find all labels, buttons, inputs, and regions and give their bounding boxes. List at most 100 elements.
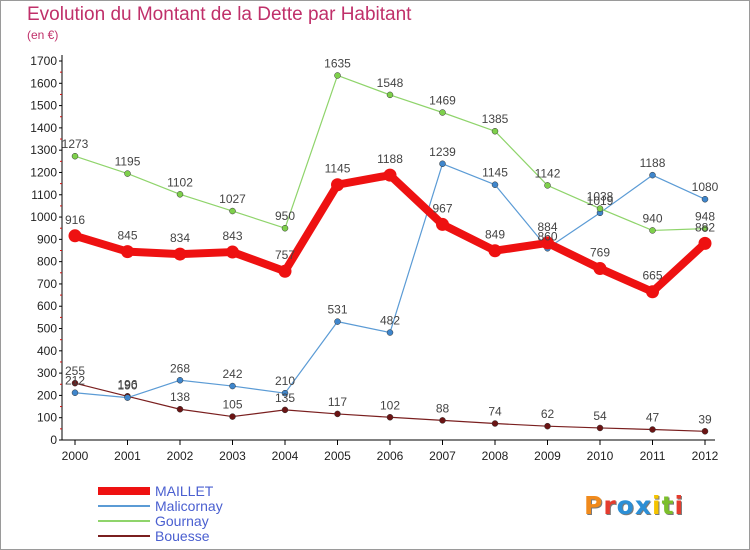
legend-item-maillet: MAILLET (98, 484, 298, 499)
series-point-gournay (701, 225, 709, 232)
series-point-maillet (383, 168, 397, 182)
legend-label-gournay: Gournay (155, 513, 209, 529)
data-label-bouesse: 105 (222, 398, 242, 412)
series-point-maillet (593, 262, 607, 276)
series-point-malicornay (229, 382, 236, 390)
y-tick-label-1500: 1500 (30, 99, 57, 113)
data-label-maillet: 757 (275, 248, 295, 262)
data-label-malicornay: 482 (380, 314, 400, 328)
series-point-maillet (173, 247, 187, 261)
data-label-malicornay: 268 (170, 361, 190, 375)
series-point-bouesse (281, 406, 289, 414)
chart-unit-label: (en €) (27, 28, 59, 42)
legend-label-maillet: MAILLET (155, 483, 214, 499)
data-label-maillet: 884 (537, 220, 557, 234)
data-label-maillet: 665 (642, 269, 662, 283)
y-tick-label-400: 400 (37, 344, 57, 358)
y-tick-label-300: 300 (37, 366, 57, 380)
y-tick-label-1700: 1700 (30, 54, 57, 68)
series-point-maillet (121, 245, 134, 259)
data-label-gournay: 1635 (324, 56, 351, 70)
y-tick-label-700: 700 (37, 277, 57, 291)
data-label-bouesse: 39 (698, 412, 712, 426)
series-point-malicornay (649, 171, 656, 179)
legend-label-malicornay: Malicornay (155, 498, 223, 514)
series-point-gournay (649, 227, 656, 234)
data-label-maillet: 834 (170, 231, 190, 245)
y-tick-label-500: 500 (37, 322, 57, 336)
series-point-malicornay (701, 195, 709, 203)
series-point-malicornay (386, 329, 394, 336)
data-label-maillet: 845 (117, 229, 137, 243)
data-label-malicornay: 860 (537, 229, 557, 243)
data-label-malicornay: 1188 (640, 156, 666, 170)
data-label-maillet: 769 (590, 246, 610, 260)
data-label-maillet: 1188 (377, 152, 403, 166)
series-point-bouesse (229, 413, 236, 420)
series-point-gournay (71, 152, 79, 160)
data-label-gournay: 1027 (219, 192, 246, 206)
y-tick-label-1000: 1000 (30, 210, 57, 224)
series-point-bouesse (334, 410, 341, 418)
x-tick-label-2007: 2007 (429, 449, 456, 463)
data-label-bouesse: 196 (117, 377, 137, 391)
data-label-bouesse: 88 (436, 401, 450, 415)
data-label-bouesse: 255 (65, 364, 85, 378)
data-label-malicornay: 242 (222, 367, 242, 381)
data-label-maillet: 916 (65, 213, 85, 227)
series-point-gournay (386, 91, 394, 99)
x-tick-label-2005: 2005 (324, 449, 351, 463)
x-tick-label-2003: 2003 (219, 449, 246, 463)
data-label-malicornay: 210 (275, 374, 295, 388)
series-point-bouesse (649, 426, 656, 433)
data-label-malicornay: 531 (327, 303, 347, 317)
series-point-gournay (439, 109, 446, 116)
legend-item-gournay: Gournay (98, 514, 298, 529)
data-label-gournay: 940 (642, 211, 662, 225)
legend-label-bouesse: Bouesse (155, 528, 210, 544)
x-tick-label-2006: 2006 (377, 449, 404, 463)
data-label-bouesse: 47 (646, 411, 660, 425)
legend-swatch-malicornay (98, 505, 150, 507)
legend-item-bouesse: Bouesse (98, 529, 298, 544)
series-point-maillet (698, 236, 712, 250)
data-label-malicornay: 1019 (587, 194, 614, 208)
chart-legend: MAILLET Malicornay Gournay Bouesse (98, 484, 298, 544)
data-label-gournay: 1548 (377, 76, 404, 90)
data-label-gournay: 1385 (482, 112, 509, 126)
series-point-gournay (281, 224, 289, 232)
data-label-maillet: 1145 (325, 162, 351, 176)
legend-swatch-maillet (98, 487, 150, 495)
series-point-gournay (176, 191, 184, 198)
series-point-bouesse (71, 379, 79, 387)
series-point-bouesse (386, 414, 394, 421)
x-tick-label-2008: 2008 (482, 449, 509, 463)
y-tick-label-900: 900 (37, 232, 57, 246)
series-point-malicornay (176, 377, 184, 384)
data-label-maillet: 843 (222, 229, 242, 243)
series-point-malicornay (124, 394, 131, 401)
y-tick-label-600: 600 (37, 299, 57, 313)
series-point-maillet (68, 229, 82, 243)
y-tick-label-800: 800 (37, 255, 57, 269)
data-label-gournay: 1038 (587, 190, 614, 204)
y-tick-label-1200: 1200 (30, 165, 57, 179)
data-label-gournay: 1195 (115, 155, 141, 169)
y-tick-label-1300: 1300 (30, 143, 57, 157)
series-point-maillet (488, 244, 502, 258)
series-point-malicornay (334, 318, 341, 325)
data-label-bouesse: 138 (170, 390, 190, 404)
data-label-gournay: 950 (275, 209, 295, 223)
x-tick-label-2000: 2000 (62, 449, 89, 463)
y-tick-label-0: 0 (50, 433, 57, 447)
series-point-maillet (436, 217, 449, 231)
series-point-malicornay (491, 181, 499, 188)
x-tick-label-2012: 2012 (692, 449, 719, 463)
x-tick-label-2011: 2011 (640, 449, 666, 463)
series-point-bouesse (544, 422, 551, 430)
proxiti-logo: Proxiti (584, 491, 685, 520)
data-label-malicornay: 1080 (692, 180, 719, 194)
legend-item-malicornay: Malicornay (98, 499, 298, 514)
y-tick-label-100: 100 (37, 411, 57, 425)
